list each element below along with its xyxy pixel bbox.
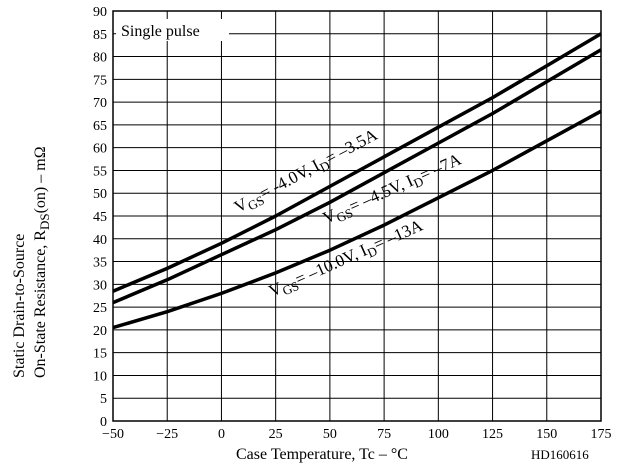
y-tick-label: 35 (93, 256, 107, 271)
y-tick-label: 60 (93, 142, 107, 157)
x-tick-label: −50 (102, 427, 124, 442)
y-tick-label: 10 (93, 369, 107, 384)
y-tick-label: 90 (93, 5, 107, 20)
y-axis-label-line1: Static Drain-to-Source (11, 234, 28, 378)
y-tick-label: 65 (93, 119, 107, 134)
plot-border (112, 10, 602, 422)
x-tick-label: 125 (482, 427, 503, 442)
annotation-single-pulse: Single pulse (121, 23, 200, 40)
y-tick-label: 55 (93, 164, 107, 179)
y-tick-label: 50 (93, 187, 107, 202)
y-tick-label: 80 (93, 51, 107, 66)
x-tick-label: 75 (377, 427, 391, 442)
y-tick-label: 75 (93, 73, 107, 88)
y-tick-label: 85 (93, 28, 107, 43)
x-tick-label: 150 (536, 427, 557, 442)
x-tick-label: 25 (269, 427, 283, 442)
x-tick-label: 100 (428, 427, 449, 442)
series-line-1 (112, 32, 602, 293)
x-tick-label: −25 (156, 427, 178, 442)
y-tick-label: 45 (93, 210, 107, 225)
series-line-2 (112, 48, 602, 305)
annotation-box (116, 19, 229, 41)
y-tick-label: 20 (93, 324, 107, 339)
chart-code-label: HD160616 (531, 447, 589, 462)
y-tick-label: 0 (100, 415, 107, 430)
y-axis-label-line2: On-State Resistance, RDS(on) – mΩ (32, 146, 52, 378)
plot-frame (112, 10, 602, 422)
x-tick-label: 175 (591, 427, 612, 442)
series-lines (112, 32, 602, 330)
x-axis-label: Case Temperature, Tc – °C (236, 446, 408, 463)
y-tick-label: 15 (93, 347, 107, 362)
y-tick-label: 70 (93, 96, 107, 111)
x-tick-label: 0 (218, 427, 225, 442)
y-tick-label: 30 (93, 278, 107, 293)
tick-labels: 0 5 10 15 20 25 30 35 40 45 50 55 60 65 70 75 80 85 90 −50 −… (93, 5, 612, 442)
series-line-3 (112, 109, 602, 330)
y-tick-label: 5 (100, 392, 107, 407)
y-tick-label: 25 (93, 301, 107, 316)
x-tick-label: 50 (323, 427, 337, 442)
y-tick-label: 40 (93, 233, 107, 248)
